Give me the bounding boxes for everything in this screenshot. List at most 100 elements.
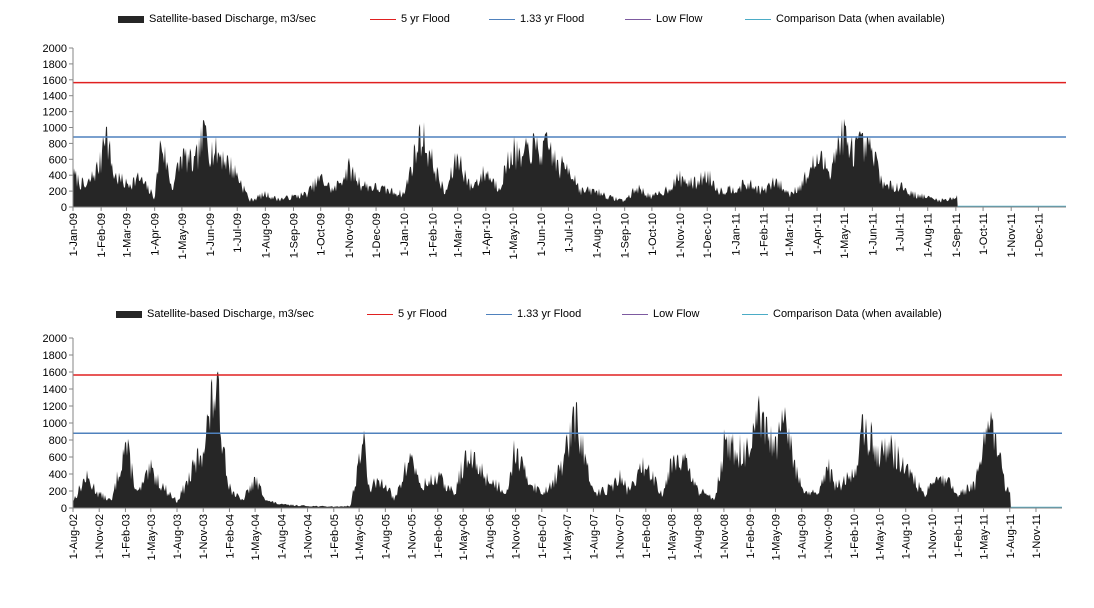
x-tick-label: 1-Feb-10 bbox=[849, 514, 861, 559]
x-tick-label: 1-Aug-11 bbox=[1005, 514, 1017, 558]
x-tick-label: 1-Nov-10 bbox=[675, 213, 687, 258]
x-tick-label: 1-Aug-02 bbox=[68, 514, 80, 559]
x-tick-label: 1-Jun-09 bbox=[205, 213, 217, 256]
x-tick-label: 1-Aug-09 bbox=[797, 514, 809, 559]
x-tick-label: 1-Aug-09 bbox=[260, 213, 272, 258]
legend-item-comparison: Comparison Data (when available) bbox=[745, 9, 945, 29]
legend-label: Satellite-based Discharge, m3/sec bbox=[147, 308, 314, 320]
legend-label: Satellite-based Discharge, m3/sec bbox=[149, 13, 316, 25]
x-tick-label: 1-Apr-10 bbox=[481, 213, 493, 256]
y-tick-label: 800 bbox=[49, 435, 67, 447]
x-tick-label: 1-Jul-10 bbox=[563, 213, 575, 253]
y-tick-label: 0 bbox=[61, 503, 67, 515]
legend-swatch bbox=[745, 18, 771, 20]
y-tick-label: 2000 bbox=[43, 43, 67, 55]
y-tick-label: 800 bbox=[49, 138, 67, 150]
y-tick-label: 1800 bbox=[43, 350, 67, 362]
x-tick-label: 1-Mar-11 bbox=[784, 213, 796, 257]
x-tick-label: 1-Aug-10 bbox=[592, 213, 604, 258]
x-tick-label: 1-Oct-10 bbox=[647, 213, 659, 256]
x-tick-label: 1-Dec-11 bbox=[1033, 213, 1045, 257]
x-tick-label: 1-May-09 bbox=[177, 213, 189, 259]
x-tick-label: 1-Jun-10 bbox=[536, 213, 548, 256]
legend-label: 5 yr Flood bbox=[401, 13, 450, 25]
x-tick-label: 1-Apr-09 bbox=[150, 213, 162, 256]
x-tick-label: 1-Dec-10 bbox=[702, 213, 714, 258]
x-tick-label: 1-Feb-06 bbox=[433, 514, 445, 559]
legend-swatch bbox=[489, 18, 515, 20]
legend-swatch bbox=[622, 313, 648, 315]
x-tick-label: 1-Sep-09 bbox=[288, 213, 300, 258]
legend-swatch bbox=[116, 310, 142, 318]
x-tick-label: 1-May-03 bbox=[146, 514, 158, 560]
legend-item-low-flow: Low Flow bbox=[625, 9, 702, 29]
y-tick-label: 400 bbox=[49, 469, 67, 481]
y-tick-label: 400 bbox=[49, 170, 67, 182]
y-tick-label: 1400 bbox=[43, 384, 67, 396]
legend-item-133yr-flood: 1.33 yr Flood bbox=[486, 304, 581, 324]
legend-label: 1.33 yr Flood bbox=[517, 308, 582, 320]
x-tick-label: 1-Mar-10 bbox=[453, 213, 465, 258]
legend-label: Low Flow bbox=[656, 13, 703, 25]
x-tick-label: 1-May-06 bbox=[458, 514, 470, 560]
legend-item-discharge: Satellite-based Discharge, m3/sec bbox=[118, 9, 316, 29]
legend-item-5yr-flood: 5 yr Flood bbox=[370, 9, 450, 29]
legend: Satellite-based Discharge, m3/sec 5 yr F… bbox=[0, 304, 1094, 324]
legend-swatch bbox=[367, 313, 393, 315]
x-tick-label: 1-May-11 bbox=[979, 514, 991, 560]
x-tick-label: 1-May-09 bbox=[770, 514, 782, 560]
legend: Satellite-based Discharge, m3/sec 5 yr F… bbox=[0, 9, 1094, 29]
x-tick-label: 1-Nov-11 bbox=[1031, 514, 1043, 558]
x-tick-label: 1-Feb-08 bbox=[641, 514, 653, 559]
chart-panel-2002-2011: Satellite-based Discharge, m3/sec 5 yr F… bbox=[0, 300, 1094, 608]
chart-plot: 0 200 400 600 800 1000 1200 1400 1600 1800 2000 1-A… bbox=[43, 333, 1062, 560]
x-tick-label: 1-Nov-05 bbox=[407, 514, 419, 559]
x-tick-label: 1-Nov-09 bbox=[823, 514, 835, 559]
x-tick-label: 1-Aug-06 bbox=[484, 514, 496, 559]
legend-label: Comparison Data (when available) bbox=[776, 13, 945, 25]
legend-swatch bbox=[742, 313, 768, 315]
x-tick-label: 1-May-07 bbox=[562, 514, 574, 560]
y-tick-label: 1600 bbox=[43, 75, 67, 87]
y-tick-label: 1000 bbox=[43, 123, 67, 135]
x-tick-label: 1-Aug-05 bbox=[380, 514, 392, 559]
x-tick-label: 1-Aug-10 bbox=[901, 514, 913, 559]
legend-swatch bbox=[118, 15, 144, 23]
y-tick-label: 200 bbox=[49, 186, 67, 198]
y-tick-label: 1400 bbox=[43, 91, 67, 103]
legend-item-low-flow: Low Flow bbox=[622, 304, 699, 324]
legend-item-133yr-flood: 1.33 yr Flood bbox=[489, 9, 584, 29]
x-tick-label: 1-Feb-09 bbox=[745, 514, 757, 559]
x-tick-label: 1-Sep-10 bbox=[620, 213, 632, 258]
legend-swatch bbox=[370, 18, 396, 20]
x-tick-label: 1-Oct-11 bbox=[978, 213, 990, 255]
x-tick-label: 1-Nov-06 bbox=[511, 514, 523, 559]
legend-item-5yr-flood: 5 yr Flood bbox=[367, 304, 447, 324]
x-tick-label: 1-Feb-11 bbox=[953, 514, 965, 558]
x-tick-label: 1-Feb-11 bbox=[758, 213, 770, 257]
x-tick-label: 1-Nov-08 bbox=[719, 514, 731, 559]
x-tick-label: 1-Oct-09 bbox=[316, 213, 328, 256]
x-tick-label: 1-Nov-11 bbox=[1006, 213, 1018, 257]
legend-item-comparison: Comparison Data (when available) bbox=[742, 304, 942, 324]
chart-plot: 0 200 400 600 800 1000 1200 1400 1600 1800 2000 1-J… bbox=[43, 43, 1066, 259]
x-tick-label: 1-Feb-09 bbox=[96, 213, 108, 258]
x-tick-label: 1-Aug-07 bbox=[588, 514, 600, 559]
x-tick-label: 1-Aug-11 bbox=[923, 213, 935, 257]
x-tick-label: 1-Nov-04 bbox=[303, 514, 315, 559]
x-tick-label: 1-Feb-07 bbox=[537, 514, 549, 559]
x-tick-label: 1-Jun-11 bbox=[867, 213, 879, 256]
y-tick-label: 200 bbox=[49, 486, 67, 498]
x-tick-label: 1-Aug-04 bbox=[276, 514, 288, 559]
legend-label: Comparison Data (when available) bbox=[773, 308, 942, 320]
x-tick-label: 1-Jul-11 bbox=[895, 213, 907, 252]
legend-swatch bbox=[486, 313, 512, 315]
discharge-area bbox=[73, 371, 1011, 508]
legend-label: 5 yr Flood bbox=[398, 308, 447, 320]
x-tick-label: 1-Feb-05 bbox=[329, 514, 341, 559]
x-tick-label: 1-Jan-11 bbox=[730, 213, 742, 256]
x-tick-label: 1-May-08 bbox=[666, 514, 678, 560]
discharge-area bbox=[73, 118, 958, 207]
x-tick-label: 1-Aug-08 bbox=[693, 514, 705, 559]
x-tick-label: 1-May-11 bbox=[839, 213, 851, 259]
